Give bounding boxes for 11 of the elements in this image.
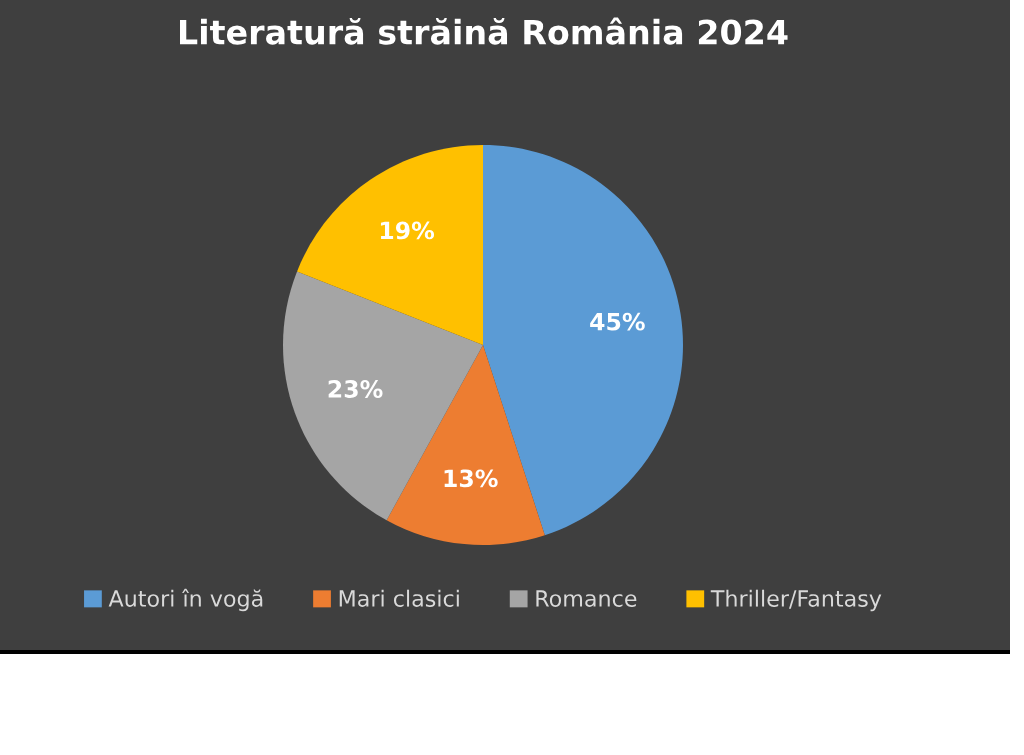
pie-slice bbox=[297, 145, 483, 345]
pie-slice bbox=[386, 345, 545, 545]
data-label: 23% bbox=[328, 380, 383, 398]
data-label: 45% bbox=[590, 312, 645, 331]
legend-label: Autori în vogă bbox=[108, 588, 263, 612]
legend-label: Thriller/Fantasy bbox=[710, 589, 882, 612]
legend-label: Romance bbox=[536, 590, 637, 607]
legend-label: Mari clasici bbox=[339, 589, 459, 607]
chart-title: Literatură străină România 2024 bbox=[180, 17, 788, 45]
data-label: 13% bbox=[444, 469, 498, 488]
data-label: 19% bbox=[380, 221, 435, 240]
